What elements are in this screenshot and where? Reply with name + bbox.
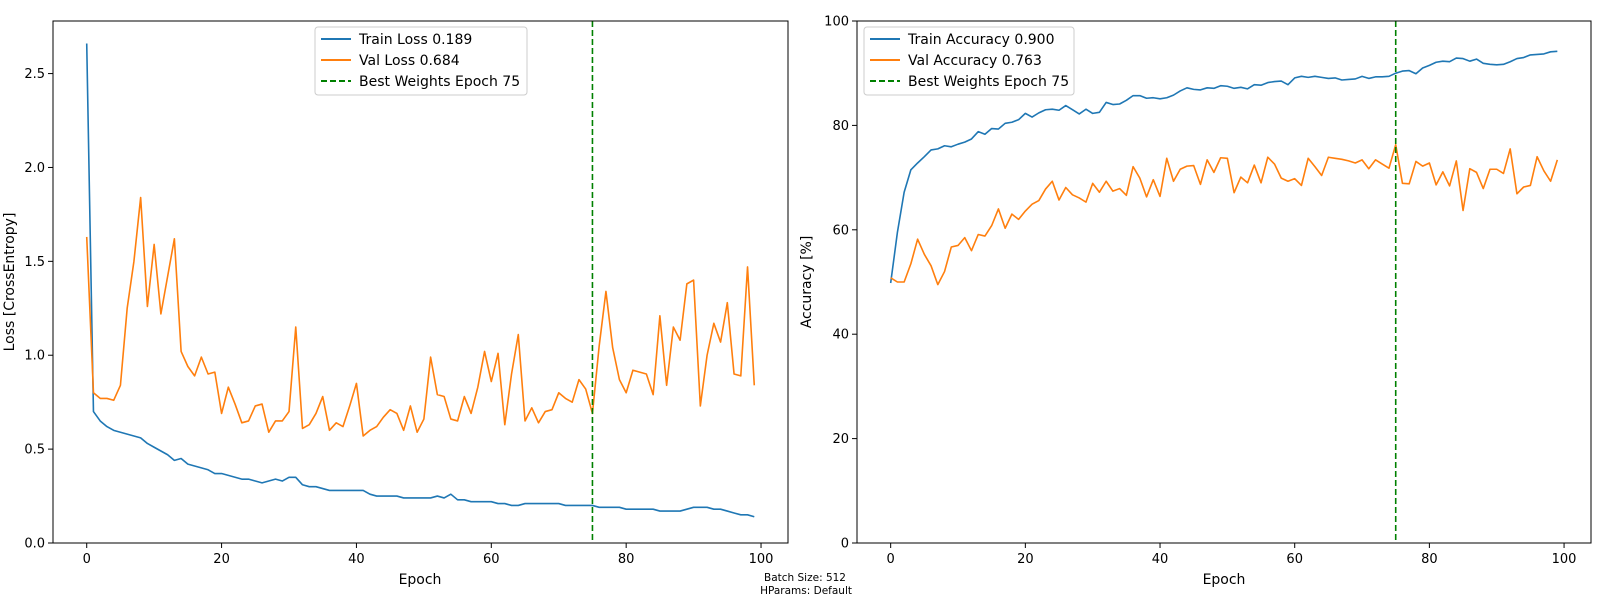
- accuracy-ylabel: Accuracy [%]: [799, 236, 815, 329]
- accuracy-ytick-label: 60: [832, 223, 849, 238]
- accuracy-train-line: [889, 50, 1558, 284]
- accuracy-series-layer: [889, 21, 1559, 543]
- loss-xtick-label: 100: [749, 552, 774, 567]
- accuracy-xtick-label: 0: [887, 552, 895, 567]
- loss-xtick-label: 0: [83, 552, 91, 567]
- loss-panel: 0 20 40 60 80 100 0.0 0.5 1.0 1.5 2.0 2.5 Epoch Los…: [2, 20, 789, 588]
- accuracy-ticks-layer: 0 20 40 60 80 100 0 20 40 60 80 100: [824, 15, 1576, 568]
- loss-ytick-label: 0.5: [24, 443, 45, 458]
- loss-legend-box: [314, 26, 528, 96]
- loss-ytick-label: 2.5: [24, 67, 45, 82]
- loss-ylabel: Loss [CrossEntropy]: [2, 213, 18, 352]
- accuracy-xtick-label: 100: [1552, 552, 1577, 567]
- loss-ytick-label: 2.0: [24, 161, 45, 176]
- accuracy-axes-frame: [856, 20, 1592, 544]
- hparams-note: HParams: Default: [760, 585, 852, 597]
- loss-val-line: [85, 196, 756, 437]
- accuracy-ytick-label: 40: [832, 328, 849, 343]
- accuracy-ytick-label: 80: [832, 119, 849, 134]
- loss-ytick-label: 0.0: [24, 537, 45, 552]
- accuracy-xtick-label: 60: [1286, 552, 1303, 567]
- loss-series-layer: [85, 21, 756, 543]
- accuracy-legend-val-label: Val Accuracy 0.763: [908, 53, 1042, 69]
- loss-train-line: [85, 43, 755, 518]
- accuracy-ytick-label: 20: [832, 432, 849, 447]
- accuracy-val-line: [890, 143, 1559, 286]
- accuracy-xtick-label: 80: [1421, 552, 1438, 567]
- accuracy-ytick-label: 100: [824, 15, 849, 30]
- accuracy-legend-best-label: Best Weights Epoch 75: [908, 74, 1069, 90]
- loss-xtick-label: 60: [483, 552, 500, 567]
- loss-ytick-label: 1.0: [24, 349, 45, 364]
- accuracy-ytick-label: 0: [841, 537, 849, 552]
- accuracy-xlabel: Epoch: [1203, 572, 1246, 588]
- accuracy-legend-box: [863, 26, 1075, 96]
- loss-legend-train-label: Train Loss 0.189: [358, 32, 472, 48]
- loss-xtick-label: 80: [618, 552, 635, 567]
- loss-ticks-layer: 0 20 40 60 80 100 0.0 0.5 1.0 1.5 2.0 2.5: [24, 67, 773, 567]
- loss-axes-frame: [52, 20, 789, 544]
- accuracy-xtick-label: 20: [1017, 552, 1034, 567]
- loss-xtick-label: 20: [213, 552, 230, 567]
- accuracy-legend-train-label: Train Accuracy 0.900: [907, 32, 1055, 48]
- loss-xlabel: Epoch: [399, 572, 442, 588]
- accuracy-legend: Train Accuracy 0.900 Val Accuracy 0.763 …: [863, 26, 1075, 96]
- batch-size-note: Batch Size: 512: [764, 572, 846, 584]
- accuracy-xtick-label: 40: [1152, 552, 1169, 567]
- loss-legend: Train Loss 0.189 Val Loss 0.684 Best Wei…: [314, 26, 528, 96]
- accuracy-panel: 0 20 40 60 80 100 0 20 40 60 80 100 Epoch Accuracy …: [799, 15, 1592, 588]
- loss-legend-val-label: Val Loss 0.684: [359, 53, 460, 69]
- loss-xtick-label: 40: [348, 552, 365, 567]
- loss-legend-best-label: Best Weights Epoch 75: [359, 74, 520, 90]
- loss-ytick-label: 1.5: [24, 255, 45, 270]
